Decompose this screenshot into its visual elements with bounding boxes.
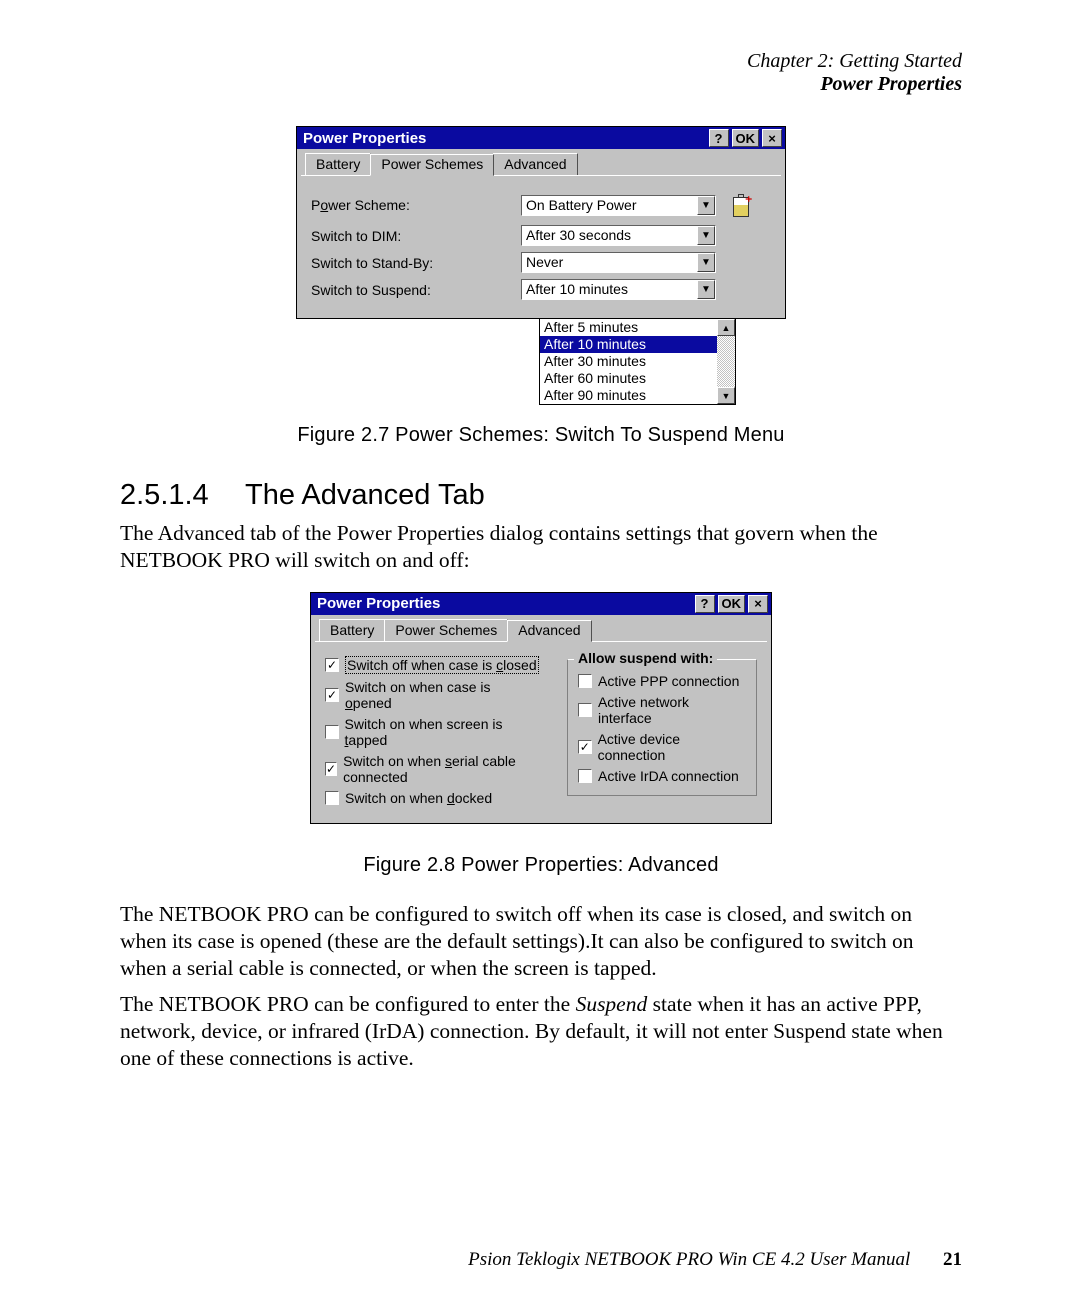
checkbox[interactable] xyxy=(325,725,339,739)
tab-battery[interactable]: Battery xyxy=(305,153,371,175)
advanced-left-column: ✓ Switch off when case is closed ✓ Switch o… xyxy=(325,651,541,811)
footer-text: Psion Teklogix NETBOOK PRO Win CE 4.2 Us… xyxy=(468,1249,910,1270)
scroll-up-icon[interactable]: ▲ xyxy=(717,319,735,336)
checkbox-row[interactable]: ✓ Active device connection xyxy=(578,731,746,763)
close-button[interactable]: × xyxy=(762,129,782,147)
tab-power-schemes[interactable]: Power Schemes xyxy=(370,154,494,176)
checkbox-label: Active network interface xyxy=(598,694,746,726)
power-properties-dialog-1: Power Properties ? OK × Battery Power Sc… xyxy=(296,126,786,319)
section-number: 2.5.1.4 xyxy=(120,479,245,512)
checkbox-row[interactable]: Active IrDA connection xyxy=(578,768,746,784)
switch-dim-combo[interactable]: After 30 seconds ▼ xyxy=(521,225,716,246)
chevron-down-icon[interactable]: ▼ xyxy=(697,226,715,245)
checkbox-label: Switch on when case is opened xyxy=(345,679,541,711)
paragraph-3: The NETBOOK PRO can be configured to ent… xyxy=(120,991,962,1072)
checkbox-label: Switch off when case is closed xyxy=(345,656,539,674)
scrollbar[interactable]: ▲ ▼ xyxy=(717,319,735,404)
chevron-down-icon[interactable]: ▼ xyxy=(697,280,715,299)
checkbox-label: Active PPP connection xyxy=(598,673,739,689)
checkbox-label: Switch on when serial cable connected xyxy=(343,753,541,785)
scroll-down-icon[interactable]: ▼ xyxy=(717,387,735,404)
allow-suspend-group: Allow suspend with: Active PPP connectio… xyxy=(567,659,757,796)
header-chapter: Chapter 2: Getting Started xyxy=(120,50,962,73)
checkbox[interactable] xyxy=(325,791,339,805)
tab-power-schemes[interactable]: Power Schemes xyxy=(384,619,508,641)
power-properties-dialog-2: Power Properties ? OK × Battery Power Sc… xyxy=(310,592,772,824)
header-section: Power Properties xyxy=(120,73,962,96)
switch-suspend-combo[interactable]: After 10 minutes ▼ xyxy=(521,279,716,300)
checkbox[interactable]: ✓ xyxy=(325,688,339,702)
checkbox-row[interactable]: Switch on when docked xyxy=(325,790,541,806)
page-number: 21 xyxy=(943,1249,962,1270)
section-title: The Advanced Tab xyxy=(245,479,485,512)
checkbox-label: Switch on when docked xyxy=(345,790,492,806)
figure-27-caption: Figure 2.7 Power Schemes: Switch To Susp… xyxy=(120,424,962,447)
dialog-title: Power Properties xyxy=(314,595,692,612)
checkbox-label: Switch on when screen is tapped xyxy=(345,716,541,748)
checkbox-row[interactable]: ✓ Switch on when case is opened xyxy=(325,679,541,711)
switch-suspend-label: Switch to Suspend: xyxy=(311,282,521,298)
paragraph-1: The Advanced tab of the Power Properties… xyxy=(120,520,962,574)
checkbox[interactable]: ✓ xyxy=(578,740,592,754)
checkbox-row[interactable]: Active PPP connection xyxy=(578,673,746,689)
group-legend: Allow suspend with: xyxy=(574,650,717,666)
dropdown-item[interactable]: After 10 minutes xyxy=(540,336,717,353)
tab-advanced[interactable]: Advanced xyxy=(507,620,591,642)
checkbox[interactable]: ✓ xyxy=(325,658,339,672)
tab-advanced[interactable]: Advanced xyxy=(493,153,577,175)
checkbox[interactable]: ✓ xyxy=(325,762,337,776)
checkbox[interactable] xyxy=(578,674,592,688)
ok-button[interactable]: OK xyxy=(718,595,746,613)
ok-button[interactable]: OK xyxy=(732,129,760,147)
chevron-down-icon[interactable]: ▼ xyxy=(697,196,715,215)
dropdown-item[interactable]: After 90 minutes xyxy=(540,387,717,404)
figure-28-caption: Figure 2.8 Power Properties: Advanced xyxy=(120,854,962,877)
switch-standby-label: Switch to Stand-By: xyxy=(311,255,521,271)
suspend-dropdown-list[interactable]: After 5 minutesAfter 10 minutesAfter 30 … xyxy=(539,318,736,405)
paragraph-2: The NETBOOK PRO can be configured to swi… xyxy=(120,901,962,982)
dropdown-item[interactable]: After 5 minutes xyxy=(540,319,717,336)
checkbox-row[interactable]: Switch on when screen is tapped xyxy=(325,716,541,748)
checkbox-label: Active IrDA connection xyxy=(598,768,739,784)
help-button[interactable]: ? xyxy=(695,595,715,613)
checkbox-row[interactable]: ✓ Switch off when case is closed xyxy=(325,656,541,674)
dialog-title: Power Properties xyxy=(300,130,706,147)
checkbox-row[interactable]: Active network interface xyxy=(578,694,746,726)
checkbox[interactable] xyxy=(578,769,592,783)
power-scheme-combo[interactable]: On Battery Power ▼ xyxy=(521,195,716,216)
chevron-down-icon[interactable]: ▼ xyxy=(697,253,715,272)
checkbox-label: Active device connection xyxy=(598,731,746,763)
switch-standby-combo[interactable]: Never ▼ xyxy=(521,252,716,273)
battery-icon: ⁺ xyxy=(730,191,752,219)
help-button[interactable]: ? xyxy=(709,129,729,147)
dropdown-item[interactable]: After 60 minutes xyxy=(540,370,717,387)
power-scheme-label: Power Scheme: xyxy=(311,197,521,213)
checkbox[interactable] xyxy=(578,703,592,717)
dropdown-item[interactable]: After 30 minutes xyxy=(540,353,717,370)
tab-battery[interactable]: Battery xyxy=(319,619,385,641)
close-button[interactable]: × xyxy=(748,595,768,613)
checkbox-row[interactable]: ✓ Switch on when serial cable connected xyxy=(325,753,541,785)
switch-dim-label: Switch to DIM: xyxy=(311,228,521,244)
